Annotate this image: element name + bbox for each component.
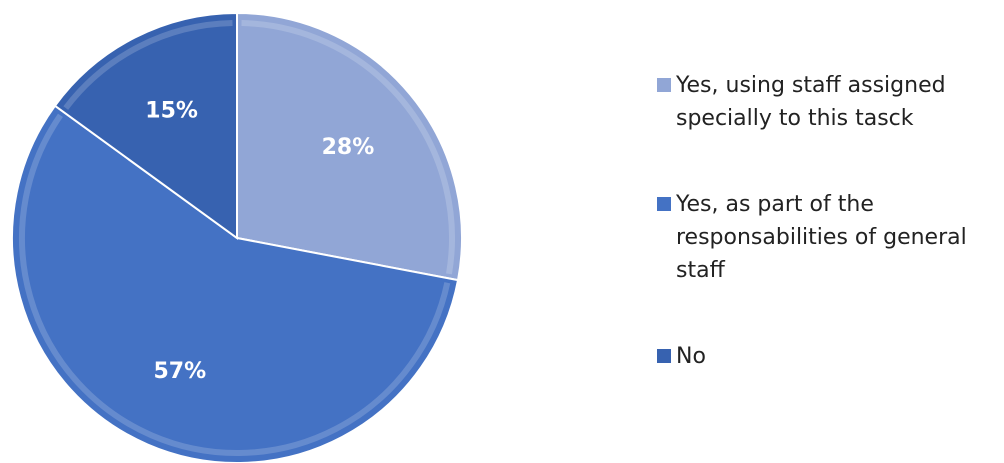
legend-entry-line: specially to this tasck	[676, 106, 914, 131]
slice-staff-assigned-bevel	[241, 20, 455, 275]
slice-general-staff-bevel	[19, 113, 451, 456]
legend-swatch	[657, 349, 671, 363]
legend-entry-line: staff	[676, 258, 726, 283]
chart-legend: Yes, using staff assigned specially to th…	[657, 73, 967, 369]
slice-labels: 28% 57% 15%	[145, 99, 374, 384]
legend-entry-line: Yes, as part of the	[675, 192, 874, 217]
legend-entry-line: responsabilities of general	[676, 225, 967, 250]
slice-general-staff	[11, 104, 460, 463]
slice-no-bevel	[63, 20, 233, 110]
legend-swatch	[657, 197, 671, 211]
slice-no	[53, 11, 238, 240]
legend-entry-text: Yes, using staff assigned specially to th…	[675, 73, 946, 131]
slice-staff-assigned	[236, 11, 463, 282]
legend-entry-line: Yes, using staff assigned	[675, 73, 946, 98]
legend-entry-text: No	[676, 344, 706, 369]
legend-entry-text: Yes, as part of the responsabilities of g…	[675, 192, 967, 283]
legend-entry-line: No	[676, 344, 706, 369]
pie-slices	[11, 11, 463, 463]
legend-swatch	[657, 78, 671, 92]
slice-value-label: 28%	[322, 135, 375, 160]
slice-value-label: 15%	[145, 99, 198, 124]
slice-value-label: 57%	[153, 359, 206, 384]
